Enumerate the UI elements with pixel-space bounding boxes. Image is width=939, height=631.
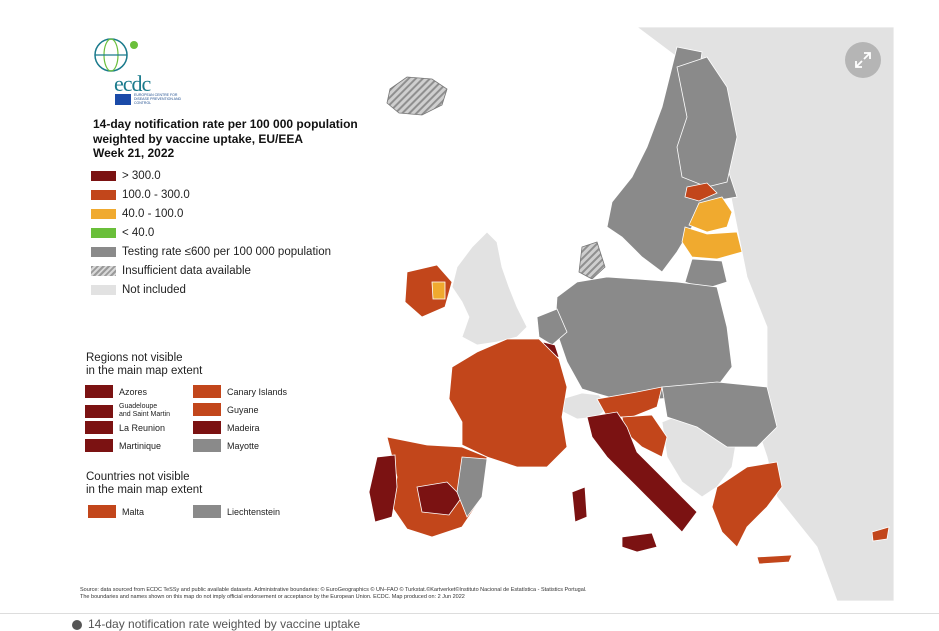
country-item: Liechtenstein: [193, 505, 280, 518]
legend-label: Testing rate ≤600 per 100 000 population: [122, 245, 331, 258]
legend-swatch: [91, 208, 116, 219]
country-item: Malta: [88, 505, 144, 518]
portugal: [368, 454, 398, 523]
italy: [586, 411, 698, 533]
legend-swatch: [91, 227, 116, 238]
region-swatch: [85, 439, 113, 452]
legend-label: 40.0 - 100.0: [122, 207, 184, 220]
cyprus: [871, 526, 890, 542]
region-item: Guadeloupe and Saint Martin: [85, 403, 170, 419]
region-item: Mayotte: [193, 439, 259, 452]
region-label: La Reunion: [119, 422, 166, 433]
legend-label: 100.0 - 300.0: [122, 188, 190, 201]
caption-text: 14-day notification rate weighted by vac…: [88, 617, 361, 631]
region-swatch: [85, 404, 113, 418]
region-label: Canary Islands: [227, 386, 288, 397]
legend-row: 100.0 - 300.0: [91, 185, 331, 204]
country-label: Liechtenstein: [227, 506, 281, 517]
region-item: Guyane: [193, 403, 259, 416]
region-item: La Reunion: [85, 421, 165, 434]
sardinia: [571, 486, 588, 523]
legend-swatch: [91, 265, 116, 276]
iceland: [386, 76, 448, 116]
legend-label: > 300.0: [122, 169, 161, 182]
legend-row: 40.0 - 100.0: [91, 204, 331, 223]
divider: [0, 613, 939, 614]
belarus-gray: [684, 258, 728, 290]
legend-label: Not included: [122, 283, 186, 296]
france: [448, 338, 568, 468]
eu-flag-icon: [115, 94, 131, 105]
region-item: Madeira: [193, 421, 260, 434]
countries-title: Countries not visible in the main map ex…: [86, 471, 203, 496]
figure-caption: 14-day notification rate weighted by vac…: [72, 617, 360, 631]
region-item: Martinique: [85, 439, 161, 452]
region-swatch: [193, 439, 221, 452]
region-item: Azores: [85, 385, 147, 398]
legend-row: Insufficient data available: [91, 261, 331, 280]
estonia: [684, 182, 718, 202]
region-swatch: [193, 403, 221, 416]
legend-row: Testing rate ≤600 per 100 000 population: [91, 242, 331, 261]
lithuania: [681, 226, 743, 260]
country-label: Malta: [122, 506, 145, 517]
denmark: [578, 241, 606, 280]
legend-row: > 300.0: [91, 166, 331, 185]
region-swatch: [85, 421, 113, 434]
ireland: [404, 264, 453, 318]
region-label: Madeira: [227, 422, 260, 433]
spain-gray-region: [456, 456, 488, 518]
latvia: [688, 196, 733, 233]
legend-row: Not included: [91, 280, 331, 299]
hungary-romania: [661, 381, 778, 448]
region-label: Azores: [119, 386, 148, 397]
legend-swatch: [91, 246, 116, 257]
region-label: Guadeloupe and Saint Martin: [119, 403, 170, 418]
legend: > 300.0 100.0 - 300.0 40.0 - 100.0 < 40.…: [91, 166, 331, 299]
regions-title: Regions not visible in the main map exte…: [86, 352, 203, 377]
legend-label: Insufficient data available: [122, 264, 251, 277]
logo-wordmark: ecdc: [114, 71, 151, 96]
legend-swatch: [91, 189, 116, 200]
ireland-yellow-region: [431, 281, 446, 300]
europe-map: [368, 27, 894, 601]
sicily: [621, 532, 658, 553]
expand-button[interactable]: [845, 42, 881, 78]
region-label: Guyane: [227, 404, 259, 415]
country-swatch: [88, 505, 116, 518]
legend-row: < 40.0: [91, 223, 331, 242]
legend-label: < 40.0: [122, 226, 155, 239]
finland: [676, 56, 738, 188]
region-item: Canary Islands: [193, 385, 287, 398]
ecdc-logo: ecdc EUROPEAN CENTRE FOR DISEASE PREVENT…: [89, 35, 181, 105]
spain-dark-region: [416, 481, 463, 516]
globe-icon: [94, 38, 138, 72]
info-icon: [72, 619, 82, 630]
region-swatch: [193, 385, 221, 398]
greece: [711, 461, 783, 548]
country-swatch: [193, 505, 221, 518]
expand-icon: [855, 52, 871, 68]
region-swatch: [85, 385, 113, 398]
map-frame: ecdc EUROPEAN CENTRE FOR DISEASE PREVENT…: [77, 27, 894, 601]
crete: [756, 554, 793, 565]
source-note: Source: data sourced from ECDC TeSSy and…: [80, 587, 587, 600]
region-label: Martinique: [119, 440, 162, 451]
benelux: [536, 308, 568, 346]
region-swatch: [193, 421, 221, 434]
logo-subtitle: EUROPEAN CENTRE FOR DISEASE PREVENTION A…: [134, 93, 182, 105]
not-included-uk: [451, 231, 528, 346]
map-title: 14-day notification rate per 100 000 pop…: [93, 117, 358, 160]
region-label: Mayotte: [227, 440, 260, 451]
legend-swatch: [91, 170, 116, 181]
legend-swatch: [91, 284, 116, 295]
